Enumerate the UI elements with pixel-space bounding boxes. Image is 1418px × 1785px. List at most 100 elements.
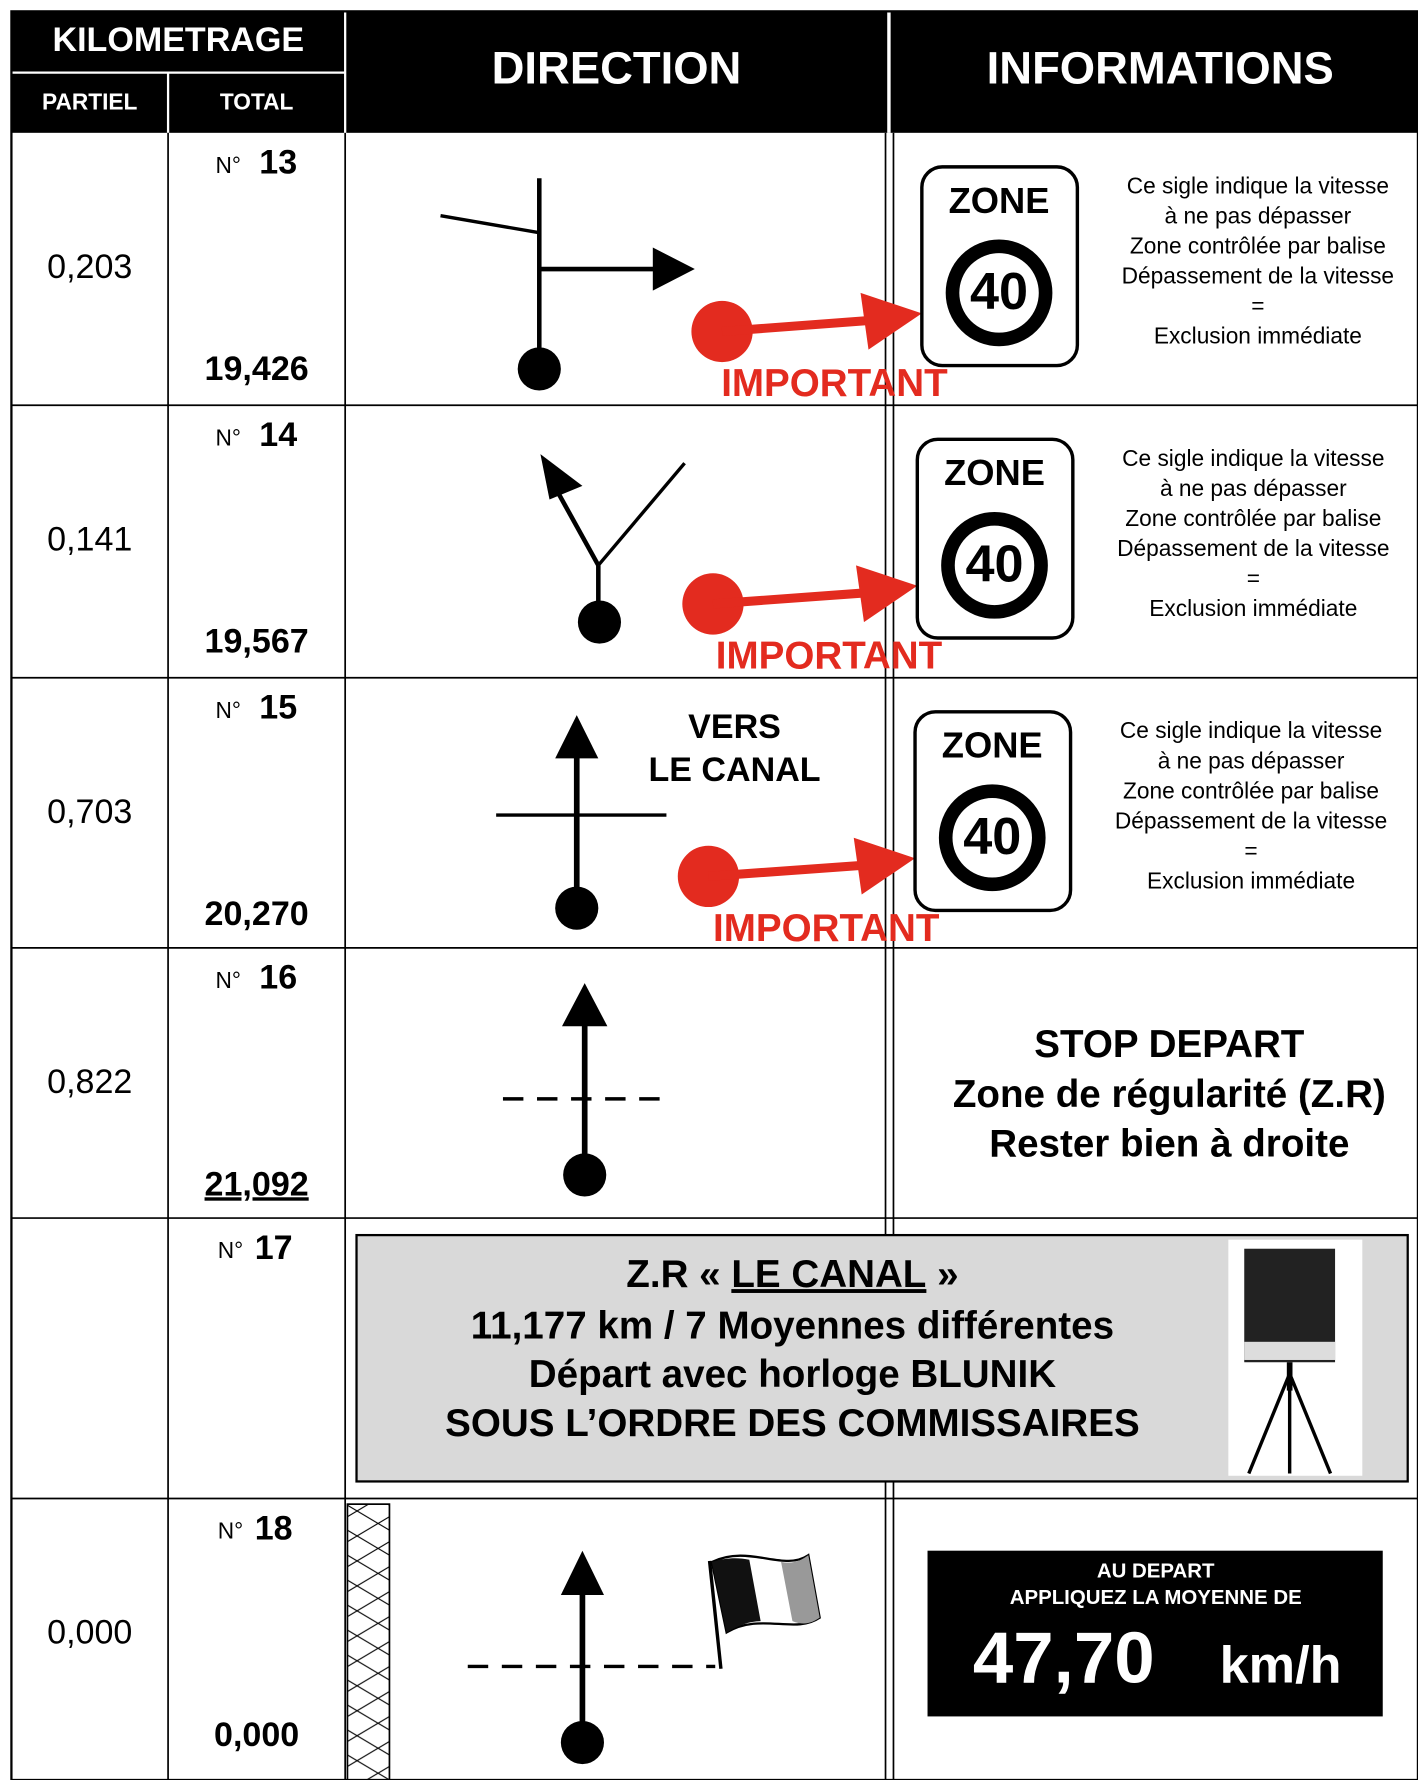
info-line: Zone contrôlée par balise bbox=[1123, 777, 1379, 803]
info-line: Dépassement de la vitesse bbox=[1122, 263, 1394, 289]
total: 20,270 bbox=[205, 895, 309, 933]
flag-band bbox=[711, 1558, 761, 1633]
number-prefix: N° bbox=[216, 697, 241, 723]
info-line: à ne pas dépasser bbox=[1165, 202, 1352, 228]
dot bbox=[560, 1720, 604, 1765]
line bbox=[707, 1560, 723, 1669]
clock-brand bbox=[1244, 1341, 1336, 1360]
line bbox=[555, 490, 601, 567]
number-prefix: N° bbox=[218, 1518, 243, 1544]
average-speed: 47,70 bbox=[973, 1617, 1155, 1698]
sign-speed: 40 bbox=[965, 535, 1023, 593]
total: 0,000 bbox=[214, 1716, 299, 1754]
header-informations: INFORMATIONS bbox=[987, 43, 1334, 94]
arrow-head bbox=[555, 715, 599, 759]
banner-title-part: » bbox=[926, 1253, 958, 1296]
info-line: Zone contrôlée par balise bbox=[1130, 232, 1386, 258]
sign-speed: 40 bbox=[970, 263, 1028, 321]
info-line: = bbox=[1251, 293, 1264, 319]
number: 14 bbox=[259, 416, 297, 454]
sign-speed: 40 bbox=[963, 808, 1021, 866]
banner-title: Z.R « LE CANAL » bbox=[626, 1253, 958, 1296]
info-line: Zone contrôlée par balise bbox=[1125, 505, 1381, 531]
important-label: IMPORTANT bbox=[716, 635, 943, 678]
arrow-head bbox=[560, 1550, 604, 1595]
number: 13 bbox=[259, 144, 297, 182]
total: 19,567 bbox=[205, 623, 309, 661]
header-direction: DIRECTION bbox=[492, 43, 742, 94]
partiel: 0,000 bbox=[47, 1614, 132, 1652]
arrow-head bbox=[561, 983, 608, 1027]
average-line: APPLIQUEZ LA MOYENNE DE bbox=[1010, 1587, 1302, 1609]
number-prefix: N° bbox=[216, 152, 241, 178]
info-line: à ne pas dépasser bbox=[1158, 747, 1345, 773]
line bbox=[1288, 1372, 1333, 1475]
info-line: à ne pas dépasser bbox=[1160, 475, 1347, 501]
line bbox=[597, 462, 686, 567]
number-prefix: N° bbox=[216, 967, 241, 993]
partiel: 0,703 bbox=[47, 793, 132, 831]
info-line: Dépassement de la vitesse bbox=[1115, 807, 1387, 833]
direction-label: LE CANAL bbox=[648, 751, 820, 789]
sign-zone: ZONE bbox=[942, 725, 1043, 766]
total: 21,092 bbox=[205, 1165, 309, 1203]
sign-ring bbox=[945, 239, 1053, 347]
direction-label: VERS bbox=[688, 708, 781, 746]
sign-ring bbox=[941, 511, 1048, 619]
banner-line: Départ avec horloge BLUNIK bbox=[529, 1353, 1056, 1396]
arrow-head bbox=[540, 454, 583, 500]
info-line: Ce sigle indique la vitesse bbox=[1120, 717, 1382, 743]
total: 19,426 bbox=[205, 350, 309, 388]
info-line: Rester bien à droite bbox=[989, 1123, 1349, 1166]
line bbox=[708, 860, 868, 881]
number-prefix: N° bbox=[218, 1237, 243, 1263]
arrow-head bbox=[652, 247, 695, 291]
banner-title-part: Z.R « bbox=[626, 1253, 731, 1296]
header-kilometrage: KILOMETRAGE bbox=[53, 21, 305, 59]
dot bbox=[555, 886, 599, 930]
info-line: = bbox=[1244, 838, 1257, 864]
number: 18 bbox=[255, 1509, 293, 1547]
header-total: TOTAL bbox=[220, 88, 294, 114]
banner-line: SOUS L’ORDRE DES COMMISSAIRES bbox=[445, 1402, 1140, 1445]
info-line: Exclusion immédiate bbox=[1154, 323, 1362, 349]
line bbox=[721, 315, 875, 337]
line bbox=[1247, 1372, 1292, 1475]
partiel: 0,822 bbox=[47, 1063, 132, 1101]
arrow-head bbox=[860, 292, 922, 350]
dot bbox=[563, 1153, 607, 1197]
partiel: 0,203 bbox=[47, 248, 132, 286]
info-line: STOP DEPART bbox=[1034, 1023, 1305, 1066]
number: 17 bbox=[255, 1229, 293, 1267]
number-prefix: N° bbox=[216, 424, 241, 450]
line bbox=[712, 588, 870, 609]
important-label: IMPORTANT bbox=[713, 907, 940, 950]
banner-title-part: LE CANAL bbox=[731, 1253, 926, 1296]
sign-zone: ZONE bbox=[944, 452, 1045, 493]
info-line: = bbox=[1247, 565, 1260, 591]
average-line: AU DEPART bbox=[1097, 1561, 1215, 1583]
number: 16 bbox=[259, 959, 297, 997]
sign-ring bbox=[938, 784, 1046, 892]
arrow-head bbox=[853, 837, 916, 895]
number: 15 bbox=[259, 689, 297, 727]
dot bbox=[577, 600, 622, 644]
info-line: Exclusion immédiate bbox=[1147, 868, 1355, 894]
hatch-strip bbox=[346, 1503, 391, 1781]
average-unit: km/h bbox=[1220, 1637, 1342, 1695]
info-line: Exclusion immédiate bbox=[1149, 595, 1357, 621]
info-line: Ce sigle indique la vitesse bbox=[1127, 172, 1389, 198]
sign-zone: ZONE bbox=[949, 180, 1050, 221]
dot bbox=[517, 347, 561, 391]
partiel: 0,141 bbox=[47, 520, 132, 558]
info-line: Zone de régularité (Z.R) bbox=[953, 1073, 1386, 1116]
arrow-head bbox=[856, 565, 918, 623]
line bbox=[440, 214, 540, 235]
average-box bbox=[927, 1550, 1383, 1717]
info-line: Ce sigle indique la vitesse bbox=[1122, 445, 1384, 471]
important-label: IMPORTANT bbox=[721, 362, 948, 405]
info-line: Dépassement de la vitesse bbox=[1117, 535, 1389, 561]
banner-line: 11,177 km / 7 Moyennes différentes bbox=[471, 1304, 1114, 1347]
header-partiel: PARTIEL bbox=[42, 88, 138, 114]
